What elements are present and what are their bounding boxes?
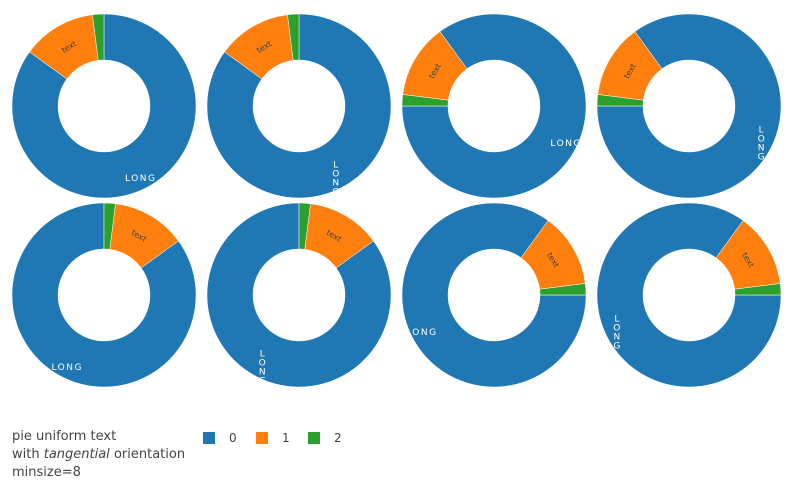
pie-2-slice-0[interactable] bbox=[401, 13, 587, 199]
legend-item-2[interactable]: 2 bbox=[308, 431, 342, 445]
pie-0-slice-0[interactable] bbox=[11, 13, 197, 199]
pie-2-slice-1[interactable] bbox=[402, 31, 468, 101]
pie-4-slice-1[interactable] bbox=[109, 203, 179, 269]
pie-3-slice-0[interactable] bbox=[596, 13, 782, 199]
legend-swatch-2 bbox=[308, 432, 320, 444]
pie-2-label-0: LONG bbox=[550, 139, 581, 149]
pie-6-slice-0[interactable] bbox=[401, 202, 587, 388]
legend-label-1: 1 bbox=[282, 431, 290, 445]
legend-swatch-0 bbox=[203, 432, 215, 444]
chart-title-line-2-prefix: with bbox=[12, 447, 44, 462]
pie-0-slice-2[interactable] bbox=[92, 13, 105, 61]
chart-title-emphasis: tangential bbox=[43, 447, 110, 462]
chart-title-line-2-suffix: orientation bbox=[109, 447, 186, 462]
pie-7-slice-0[interactable] bbox=[596, 202, 782, 388]
pie-3-slice-2[interactable] bbox=[596, 94, 644, 107]
pie-1-slice-0[interactable] bbox=[206, 13, 392, 199]
pie-6-slice-2[interactable] bbox=[539, 283, 587, 296]
pie-6-label-0: LONG bbox=[406, 328, 437, 338]
pie-5-slice-2[interactable] bbox=[298, 202, 311, 250]
pie-1-slice-2[interactable] bbox=[287, 13, 300, 61]
pie-4-slice-2[interactable] bbox=[103, 202, 116, 250]
legend-label-2: 2 bbox=[334, 431, 342, 445]
legend-item-0[interactable]: 0 bbox=[203, 431, 237, 445]
pie-5-slice-1[interactable] bbox=[304, 203, 374, 269]
pie-4-label-0: LONG bbox=[51, 363, 82, 373]
chart-title-line-3: minsize=8 bbox=[12, 465, 81, 480]
pie-3-slice-1[interactable] bbox=[597, 31, 663, 101]
chart-title-line-1: pie uniform text bbox=[12, 429, 117, 444]
pie-4-slice-0[interactable] bbox=[11, 202, 197, 388]
pie-7-slice-2[interactable] bbox=[734, 283, 782, 296]
chart-title: pie uniform text with tangential orienta… bbox=[12, 428, 185, 482]
chart-title-line-2: with tangential orientation bbox=[12, 446, 185, 464]
pie-2-slice-2[interactable] bbox=[401, 94, 449, 107]
legend-item-1[interactable]: 1 bbox=[256, 431, 290, 445]
pie-5-slice-0[interactable] bbox=[206, 202, 392, 388]
pie-0-label-0: LONG bbox=[125, 174, 156, 184]
legend-swatch-1 bbox=[256, 432, 268, 444]
legend-label-0: 0 bbox=[229, 431, 237, 445]
